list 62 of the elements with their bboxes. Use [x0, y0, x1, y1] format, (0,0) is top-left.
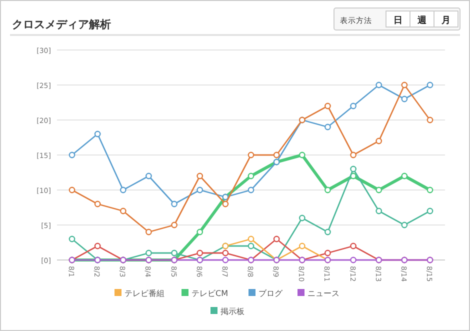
legend-label: テレビCM	[192, 289, 228, 298]
point	[350, 152, 356, 158]
point	[324, 102, 331, 110]
point	[350, 256, 356, 264]
point	[426, 82, 434, 88]
legend-label: 掲示板	[220, 307, 244, 316]
point	[324, 186, 331, 194]
point	[401, 82, 408, 88]
point	[350, 166, 356, 172]
point	[376, 208, 382, 214]
point	[248, 152, 254, 158]
point	[171, 200, 178, 208]
point	[222, 200, 229, 208]
chart-title: クロスメディア解析	[12, 18, 111, 31]
point	[222, 250, 229, 256]
point	[298, 242, 306, 250]
point	[94, 200, 101, 208]
point	[196, 250, 204, 256]
point	[376, 186, 382, 194]
point	[68, 152, 76, 158]
point	[146, 250, 152, 256]
point	[350, 242, 356, 250]
point	[222, 256, 229, 264]
point	[324, 250, 331, 256]
point	[248, 186, 254, 194]
legend-label: ブログ	[258, 289, 284, 298]
text: 月	[440, 15, 450, 26]
point	[120, 186, 126, 194]
point	[426, 116, 434, 124]
text: 日	[394, 15, 402, 26]
point	[120, 208, 126, 214]
point	[68, 236, 76, 242]
legend-label: テレビ番組	[124, 289, 164, 298]
point	[426, 186, 434, 194]
point	[68, 186, 76, 194]
point	[171, 250, 178, 256]
point	[401, 222, 408, 228]
point	[350, 102, 356, 110]
point	[401, 96, 408, 102]
point	[94, 242, 101, 250]
point	[298, 214, 306, 222]
point	[94, 130, 101, 138]
point	[273, 236, 280, 242]
point	[146, 172, 152, 180]
point	[171, 222, 178, 228]
point	[324, 228, 331, 236]
point	[248, 242, 254, 250]
point	[196, 172, 204, 180]
point	[426, 208, 434, 214]
point	[324, 124, 331, 130]
point	[298, 152, 306, 158]
point	[196, 186, 204, 194]
text: 週	[416, 15, 428, 26]
point	[146, 228, 152, 236]
point	[248, 172, 254, 180]
point	[248, 236, 254, 242]
point	[376, 82, 382, 88]
point	[196, 228, 204, 236]
point	[273, 152, 280, 158]
legend-label: ニュース	[308, 289, 340, 298]
point	[401, 172, 408, 180]
point	[376, 138, 382, 144]
